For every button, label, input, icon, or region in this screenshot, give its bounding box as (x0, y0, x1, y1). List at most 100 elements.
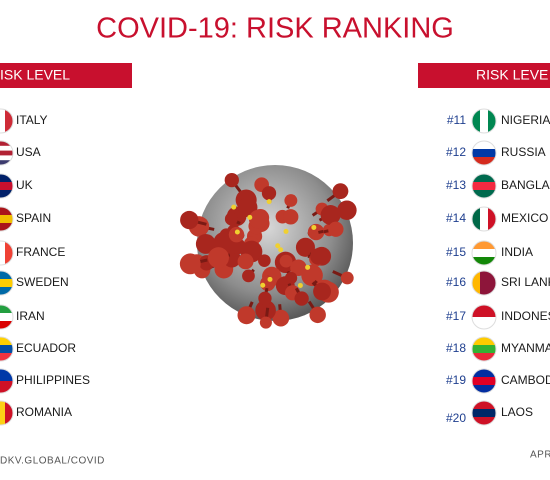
flag-stripe (472, 369, 496, 378)
spike (332, 183, 349, 200)
flag (472, 305, 496, 329)
spike (180, 210, 199, 230)
flag-ring (0, 400, 14, 426)
spike (310, 248, 327, 265)
spike (248, 209, 268, 229)
rank: #11 (447, 113, 466, 127)
country-name: PHILIPPINES (16, 373, 90, 387)
flag (472, 109, 496, 133)
flag-stripe (0, 353, 13, 361)
spike (294, 291, 309, 306)
flag-stripe (472, 305, 496, 318)
spike (309, 306, 326, 324)
flag (0, 207, 13, 231)
spike (282, 209, 299, 225)
rank: #18 (446, 341, 466, 355)
spike (261, 186, 277, 201)
flag-ring (0, 368, 14, 394)
dot (275, 243, 281, 249)
flag-ring (0, 270, 14, 296)
right-header-bar (418, 63, 550, 88)
spike (295, 237, 315, 257)
spike (224, 172, 239, 188)
country-name: ECUADOR (16, 341, 76, 355)
dot (305, 264, 311, 270)
flag-stripe (472, 182, 496, 191)
flag-stripe (0, 109, 6, 133)
flag-stripe (0, 401, 6, 425)
flag-stripe (0, 145, 13, 152)
flag-stripe (472, 141, 496, 150)
flag (472, 207, 496, 231)
flag (0, 337, 13, 361)
left-header: ISK LEVEL (0, 67, 70, 83)
spike (237, 306, 256, 325)
rank: #17 (446, 309, 466, 323)
spike (258, 254, 271, 267)
country-name: SWEDEN (16, 275, 69, 289)
flag-stripe (488, 271, 496, 295)
flag-stripe (5, 109, 13, 133)
flag (472, 141, 496, 165)
country-name: USA (16, 145, 41, 159)
dot (266, 199, 272, 205)
spike (272, 309, 290, 327)
spike (259, 316, 272, 329)
flag (472, 174, 496, 198)
spike (179, 253, 201, 275)
dot (311, 224, 317, 230)
dot (247, 214, 253, 220)
spike (279, 254, 293, 268)
flag-stripe (0, 150, 13, 156)
flag-stripe (0, 321, 13, 329)
spike (224, 212, 238, 226)
flag-stripe (488, 207, 496, 231)
flag-ring (0, 108, 14, 134)
flag-stripe (472, 174, 496, 183)
flag-ring (0, 336, 14, 362)
footer-url: DKV.GLOBAL/COVID (0, 456, 105, 467)
flag-stripe (472, 149, 496, 158)
flag-stripe (472, 241, 496, 250)
spike (258, 291, 272, 305)
spike (290, 259, 307, 277)
country-name: IRAN (16, 309, 45, 323)
flag (472, 271, 496, 295)
dot (297, 282, 303, 288)
flag (0, 174, 13, 198)
spike (228, 226, 245, 243)
flag (0, 141, 13, 165)
flag-stripe (480, 109, 489, 133)
flag-stripe (0, 141, 13, 147)
flag-ring (471, 206, 497, 232)
dot (278, 247, 284, 253)
flag-ring (471, 304, 497, 330)
flag (0, 401, 13, 425)
spike (284, 194, 298, 207)
flag-stripe (472, 257, 496, 265)
spike (328, 221, 344, 237)
spike (237, 253, 254, 270)
flag-stripe (0, 271, 13, 280)
flag-stripe (0, 241, 6, 265)
spike (195, 234, 216, 254)
dot (267, 276, 273, 282)
flag-ring (471, 140, 497, 166)
spike (242, 269, 255, 283)
flag-ring (471, 270, 497, 296)
virus-image (179, 165, 357, 329)
country-name: CAMBOD (501, 373, 550, 387)
flag (472, 337, 496, 361)
flag-stripe (0, 190, 13, 198)
flag-stripe (472, 207, 481, 231)
flag-stripe (0, 160, 13, 165)
flag (0, 271, 13, 295)
flag (472, 369, 496, 393)
title: COVID-19: RISK RANKING (96, 13, 454, 45)
flag-ring (471, 400, 497, 426)
spike (207, 247, 229, 269)
flag-stripe (472, 401, 496, 410)
rank: #20 (446, 411, 466, 425)
flag-ring (0, 140, 14, 166)
flag-stripe (472, 109, 481, 133)
